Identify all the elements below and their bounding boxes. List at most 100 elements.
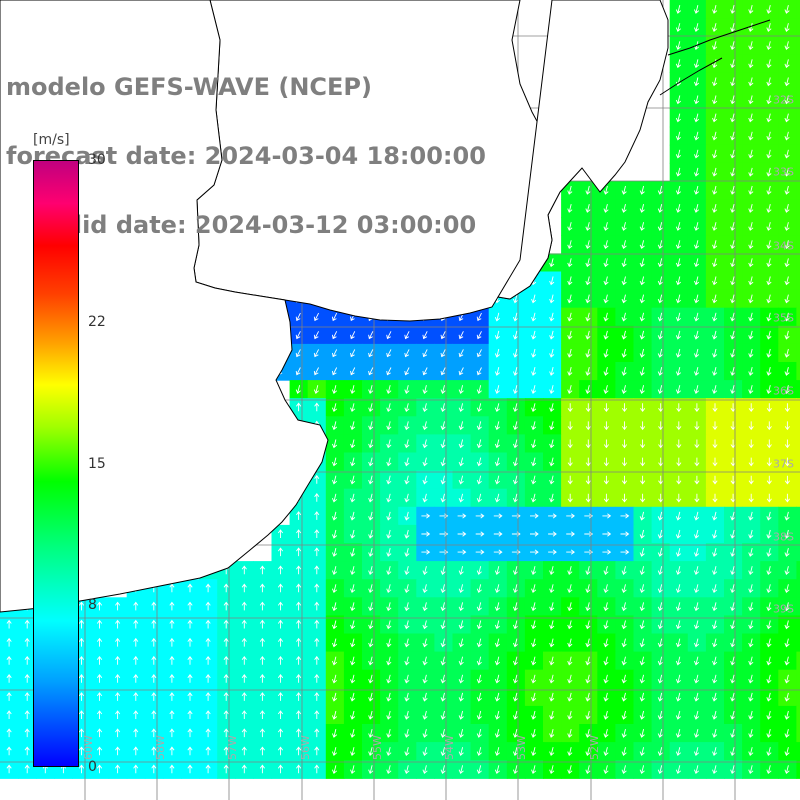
wind-arrow xyxy=(693,203,700,213)
wind-arrow xyxy=(512,403,519,413)
wind-arrow xyxy=(784,710,790,720)
wind-arrow xyxy=(549,765,555,775)
wind-arrow xyxy=(730,638,736,648)
latitude-label: 39S xyxy=(773,602,794,616)
wind-arrow xyxy=(748,511,754,521)
wind-arrow xyxy=(78,619,85,629)
wind-arrow xyxy=(675,366,681,376)
wind-arrow xyxy=(693,348,700,358)
wind-arrow xyxy=(693,620,700,630)
wind-arrow xyxy=(693,692,700,702)
wind-arrow xyxy=(748,638,754,648)
longitude-label: 57W xyxy=(226,735,239,760)
wind-arrow xyxy=(512,348,519,358)
wind-arrow xyxy=(494,366,500,376)
wind-arrow xyxy=(549,366,555,376)
wind-arrow xyxy=(476,312,482,322)
wind-arrow xyxy=(476,656,482,666)
wind-arrow xyxy=(712,41,718,51)
wind-arrow xyxy=(585,385,591,394)
wind-arrow xyxy=(766,493,772,503)
wind-arrow xyxy=(350,728,356,738)
wind-arrow xyxy=(115,655,121,665)
wind-arrow xyxy=(766,674,772,684)
wind-arrow xyxy=(458,656,464,666)
wind-arrow xyxy=(223,728,229,738)
wind-arrow xyxy=(531,692,537,702)
wind-arrow xyxy=(675,167,681,177)
wind-arrow xyxy=(314,601,320,611)
wind-arrow xyxy=(404,403,410,413)
wind-arrow xyxy=(512,674,519,684)
wind-arrow xyxy=(549,584,555,594)
wind-arrow xyxy=(766,4,772,14)
wind-arrow xyxy=(675,185,681,195)
wind-arrow xyxy=(567,439,573,449)
wind-cell xyxy=(796,488,800,508)
wind-arrow xyxy=(386,602,392,612)
latitude-label: 34S xyxy=(773,239,794,253)
wind-arrow xyxy=(567,638,573,648)
wind-arrow xyxy=(784,475,790,485)
wind-arrow xyxy=(368,349,374,358)
wind-arrow xyxy=(476,403,482,413)
wind-arrow xyxy=(531,656,537,666)
wind-arrow xyxy=(259,637,265,647)
wind-arrow xyxy=(693,602,700,612)
wind-arrow xyxy=(296,565,302,575)
wind-arrow xyxy=(603,710,609,720)
wind-arrow xyxy=(621,185,627,195)
wind-arrow xyxy=(404,656,410,666)
wind-arrow xyxy=(784,149,790,159)
wind-arrow xyxy=(603,421,609,431)
wind-arrow xyxy=(621,366,627,376)
wind-arrow xyxy=(585,765,591,775)
wind-arrow xyxy=(223,619,229,629)
wind-arrow xyxy=(512,330,519,340)
wind-arrow xyxy=(494,602,500,612)
wind-arrow xyxy=(530,513,539,519)
wind-arrow xyxy=(512,747,519,756)
wind-arrow xyxy=(730,493,736,503)
wind-arrow xyxy=(350,511,356,521)
wind-arrow xyxy=(277,692,284,701)
wind-arrow xyxy=(205,674,211,683)
wind-arrow xyxy=(277,565,284,575)
wind-arrow xyxy=(748,710,754,720)
wind-arrow xyxy=(475,531,485,537)
wind-arrow xyxy=(440,692,446,702)
wind-arrow xyxy=(314,655,320,665)
wind-arrow xyxy=(567,656,573,666)
wind-arrow xyxy=(766,747,772,756)
wind-arrow xyxy=(620,513,630,519)
longitude-label: 58W xyxy=(154,735,167,760)
wind-arrow xyxy=(187,764,193,774)
wind-arrow xyxy=(115,728,121,738)
wind-arrow xyxy=(404,747,410,756)
wind-arrow xyxy=(350,747,356,756)
wind-cell xyxy=(796,199,800,218)
wind-arrow xyxy=(748,584,754,594)
wind-arrow xyxy=(784,692,790,702)
wind-arrow xyxy=(675,566,681,575)
wind-arrow xyxy=(784,23,790,32)
wind-arrow xyxy=(675,41,681,51)
wind-arrow xyxy=(314,583,320,593)
wind-arrow xyxy=(621,330,627,340)
wind-arrow xyxy=(169,637,175,647)
wind-arrow xyxy=(115,746,121,756)
wind-arrow xyxy=(730,276,736,286)
wind-arrow xyxy=(784,674,790,684)
wind-arrow xyxy=(766,421,772,431)
wind-arrow xyxy=(241,674,247,683)
wind-cell xyxy=(796,253,800,273)
wind-arrow xyxy=(603,330,609,340)
wind-arrow xyxy=(531,439,537,449)
wind-arrow xyxy=(512,620,519,630)
wind-arrow xyxy=(549,348,555,358)
wind-arrow xyxy=(748,23,754,32)
wind-arrow xyxy=(530,531,539,537)
wind-arrow xyxy=(476,638,482,648)
wind-arrow xyxy=(115,601,121,611)
